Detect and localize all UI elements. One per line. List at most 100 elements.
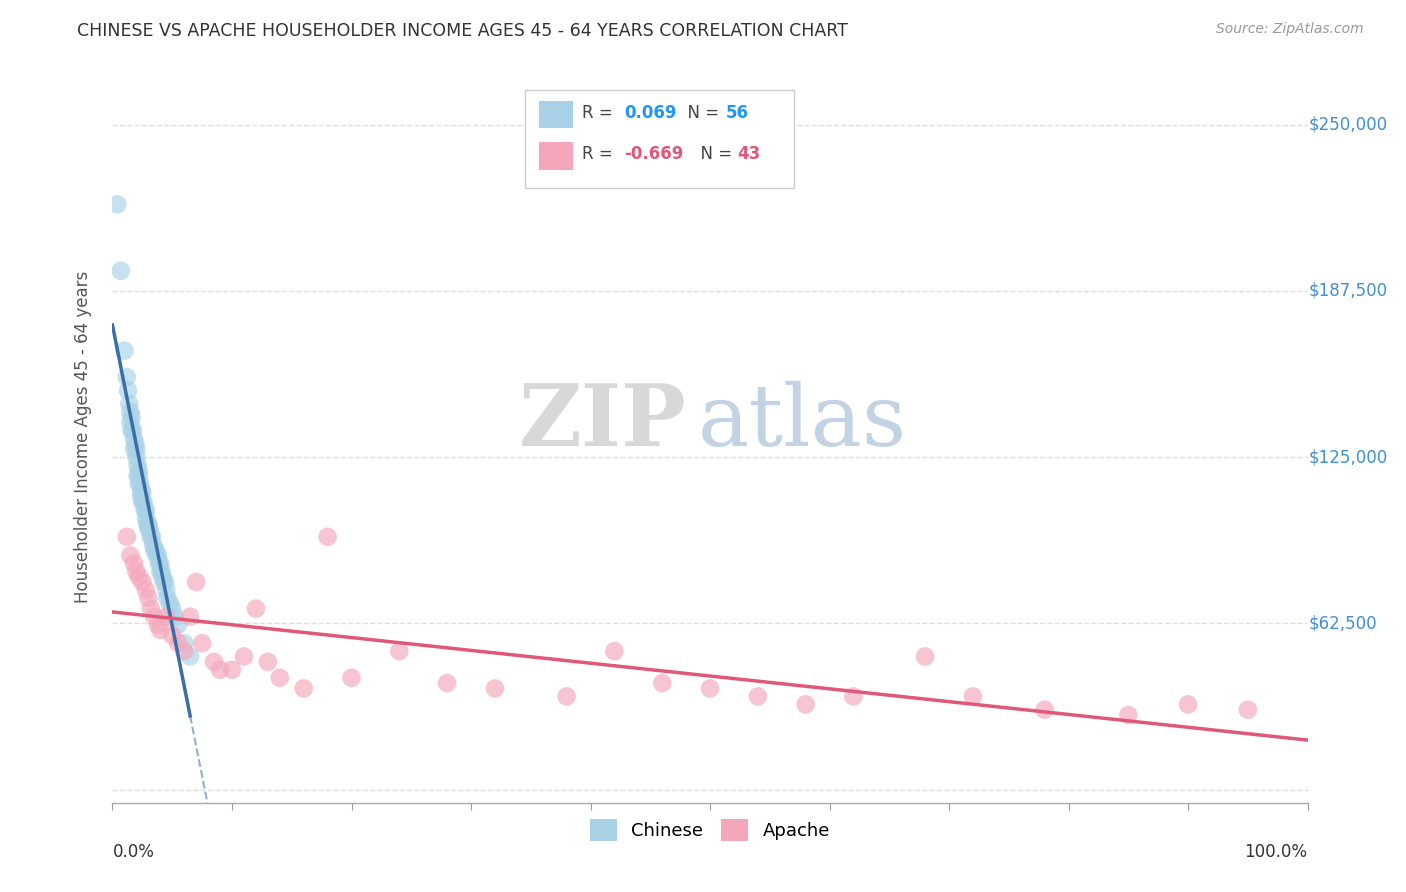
Point xyxy=(163,609,186,624)
Point xyxy=(146,549,169,563)
Point xyxy=(156,591,179,605)
Point xyxy=(173,636,195,650)
Point xyxy=(914,649,936,664)
Point xyxy=(842,690,865,704)
Point xyxy=(131,575,153,590)
Point xyxy=(186,575,208,590)
Legend: Chinese, Apache: Chinese, Apache xyxy=(582,812,838,848)
Point xyxy=(129,484,152,499)
Point xyxy=(138,591,160,605)
Point xyxy=(142,538,165,552)
Point xyxy=(221,663,243,677)
Point xyxy=(143,609,166,624)
Point xyxy=(128,570,150,584)
Point xyxy=(257,655,280,669)
Point xyxy=(125,450,148,464)
Text: 0.069: 0.069 xyxy=(624,104,676,122)
Point xyxy=(202,655,225,669)
Text: 43: 43 xyxy=(738,145,761,163)
Point xyxy=(603,644,626,658)
Point xyxy=(117,384,139,398)
Point xyxy=(120,405,142,419)
Point xyxy=(651,676,673,690)
Point xyxy=(141,530,163,544)
Point xyxy=(149,565,172,579)
Point xyxy=(135,511,157,525)
Text: 0.0%: 0.0% xyxy=(112,843,155,861)
Point xyxy=(484,681,506,696)
Point xyxy=(162,601,183,615)
Point xyxy=(155,609,177,624)
Point xyxy=(292,681,315,696)
Point xyxy=(1177,698,1199,712)
Point xyxy=(105,197,128,211)
Point xyxy=(139,530,162,544)
Point xyxy=(145,549,167,563)
Point xyxy=(121,410,143,425)
Point xyxy=(436,676,458,690)
Point xyxy=(129,490,152,504)
Point xyxy=(340,671,363,685)
Point xyxy=(233,649,256,664)
Point xyxy=(121,424,143,438)
Point xyxy=(167,636,190,650)
FancyBboxPatch shape xyxy=(524,90,793,188)
Point xyxy=(139,601,162,615)
Point xyxy=(127,468,149,483)
Point xyxy=(143,543,166,558)
Text: N =: N = xyxy=(690,145,737,163)
Point xyxy=(1118,708,1140,723)
Point xyxy=(155,582,177,597)
Point xyxy=(153,575,176,590)
Point xyxy=(127,458,149,472)
Point xyxy=(1033,703,1056,717)
Point xyxy=(125,565,148,579)
Text: $187,500: $187,500 xyxy=(1309,282,1388,300)
Text: -0.669: -0.669 xyxy=(624,145,683,163)
Y-axis label: Householder Income Ages 45 - 64 years: Householder Income Ages 45 - 64 years xyxy=(73,271,91,603)
Point xyxy=(179,609,201,624)
Point xyxy=(159,596,181,610)
Text: 100.0%: 100.0% xyxy=(1244,843,1308,861)
Point xyxy=(131,484,153,499)
Point xyxy=(209,663,232,677)
Text: CHINESE VS APACHE HOUSEHOLDER INCOME AGES 45 - 64 YEARS CORRELATION CHART: CHINESE VS APACHE HOUSEHOLDER INCOME AGE… xyxy=(77,22,848,40)
Point xyxy=(122,557,145,571)
Point xyxy=(110,264,132,278)
Point xyxy=(146,617,169,632)
Point xyxy=(138,516,160,531)
Text: N =: N = xyxy=(676,104,724,122)
Point xyxy=(149,623,172,637)
Text: $125,000: $125,000 xyxy=(1309,448,1388,466)
Point xyxy=(121,424,143,438)
Point xyxy=(191,636,214,650)
Point xyxy=(125,442,148,456)
Point xyxy=(138,522,160,536)
Text: Source: ZipAtlas.com: Source: ZipAtlas.com xyxy=(1216,22,1364,37)
Point xyxy=(131,495,153,509)
Point xyxy=(120,549,142,563)
Text: atlas: atlas xyxy=(699,381,907,464)
Point xyxy=(1237,703,1260,717)
Point xyxy=(148,557,170,571)
Point xyxy=(150,565,173,579)
Text: R =: R = xyxy=(582,104,619,122)
Point xyxy=(138,522,160,536)
Point xyxy=(179,649,201,664)
Point xyxy=(316,530,339,544)
FancyBboxPatch shape xyxy=(538,101,572,128)
Point xyxy=(115,530,138,544)
Point xyxy=(132,495,155,509)
Point xyxy=(135,503,157,517)
Text: $250,000: $250,000 xyxy=(1309,116,1388,134)
Point xyxy=(122,431,145,445)
Point xyxy=(122,442,145,456)
Point xyxy=(136,516,159,531)
Point xyxy=(134,503,156,517)
Point xyxy=(129,476,152,491)
Point xyxy=(167,617,190,632)
Point xyxy=(118,397,141,411)
Point xyxy=(124,436,146,450)
Point xyxy=(128,463,150,477)
Point xyxy=(114,343,135,358)
